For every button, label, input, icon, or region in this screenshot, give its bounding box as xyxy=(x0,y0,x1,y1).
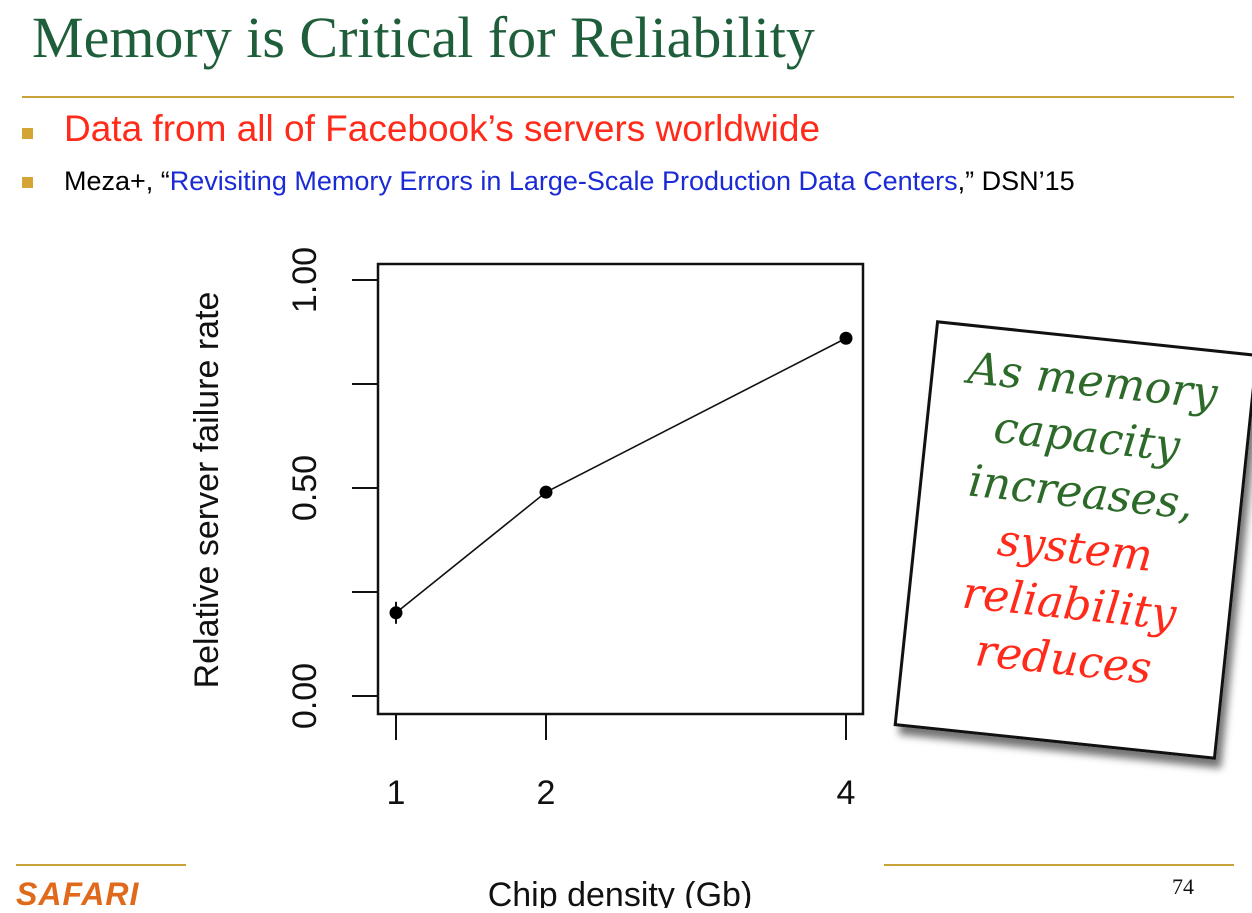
series-group xyxy=(389,331,853,624)
y-tick-label: 0.50 xyxy=(286,455,324,521)
x-axis-label: Chip density (Gb) xyxy=(488,876,753,908)
data-point xyxy=(389,606,403,620)
x-axis: 1 2 4 xyxy=(387,714,856,812)
bullet-marker-2 xyxy=(22,177,33,188)
x-tick-label: 4 xyxy=(837,774,856,812)
safari-logo: SAFARI xyxy=(16,876,140,912)
slide-title: Memory is Critical for Reliability xyxy=(32,5,815,70)
citation-prefix: Meza+, “ xyxy=(64,166,170,196)
footer-divider-right xyxy=(884,864,1234,866)
bullet-1-text: Data from all of Facebook’s servers worl… xyxy=(64,108,821,149)
title-divider xyxy=(22,96,1234,98)
page-number: 74 xyxy=(1172,874,1194,899)
footer-divider-left xyxy=(16,864,186,866)
data-point xyxy=(839,331,853,345)
y-axis-label: Relative server failure rate xyxy=(188,292,226,689)
series-line xyxy=(395,337,847,614)
citation-suffix: ,” DSN’15 xyxy=(957,166,1075,196)
x-tick-label: 2 xyxy=(537,774,556,812)
callout-note: As memory capacity increases, system rel… xyxy=(893,320,1252,760)
bullet-2-text: Meza+, “Revisiting Memory Errors in Larg… xyxy=(64,166,1075,197)
y-axis: 0.00 0.50 1.00 xyxy=(286,247,378,729)
plot-frame xyxy=(376,262,865,716)
x-tick-label: 1 xyxy=(387,774,406,812)
y-tick-label: 1.00 xyxy=(286,247,324,313)
paper-title: Revisiting Memory Errors in Large-Scale … xyxy=(169,166,958,196)
data-point xyxy=(539,485,553,499)
y-tick-label: 0.00 xyxy=(286,663,324,729)
bullet-marker-1 xyxy=(22,128,33,139)
